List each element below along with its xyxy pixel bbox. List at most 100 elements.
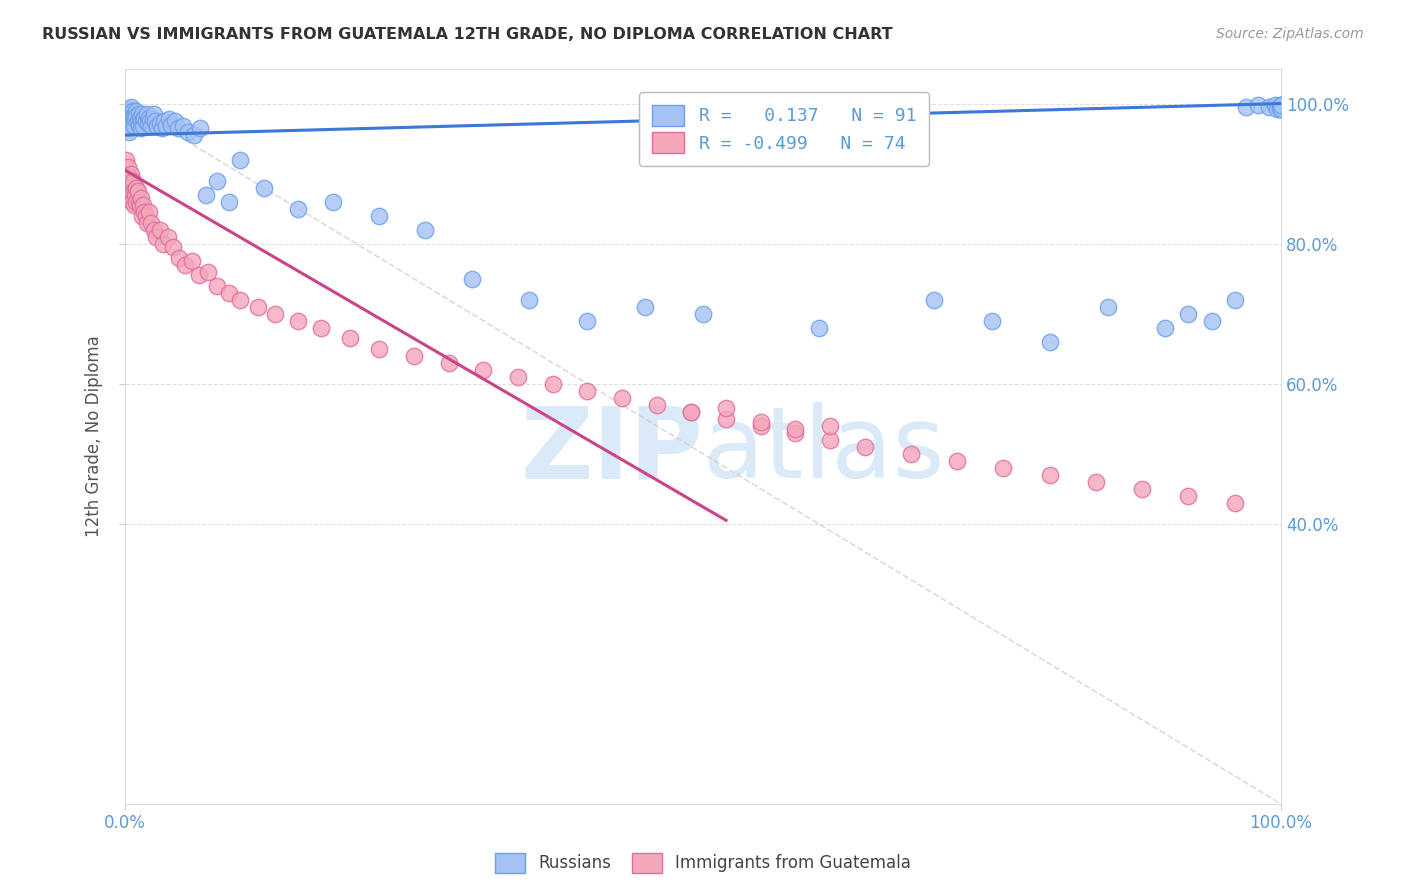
Point: [818, 418, 841, 433]
Point: [174, 258, 197, 272]
Point: [142, 112, 165, 126]
Point: [117, 103, 139, 118]
Point: [180, 254, 202, 268]
Point: [138, 205, 160, 219]
Point: [142, 222, 165, 236]
Point: [156, 229, 179, 244]
Point: [121, 111, 143, 125]
Point: [1247, 98, 1270, 112]
Point: [1270, 100, 1292, 114]
Point: [1270, 98, 1292, 112]
Legend: Russians, Immigrants from Guatemala: Russians, Immigrants from Guatemala: [489, 847, 917, 880]
Point: [946, 454, 969, 468]
Point: [264, 307, 287, 321]
Point: [117, 180, 139, 194]
Point: [117, 121, 139, 136]
Point: [1234, 100, 1257, 114]
Point: [519, 293, 541, 307]
Point: [132, 112, 155, 126]
Point: [197, 265, 219, 279]
Point: [135, 107, 157, 121]
Point: [415, 222, 437, 236]
Point: [122, 103, 145, 118]
Y-axis label: 12th Grade, No Diploma: 12th Grade, No Diploma: [86, 335, 103, 537]
Point: [1097, 300, 1119, 314]
Point: [229, 153, 252, 167]
Point: [368, 342, 391, 356]
Point: [141, 216, 163, 230]
Point: [115, 111, 138, 125]
Point: [188, 121, 211, 136]
Point: [115, 107, 138, 121]
Point: [980, 314, 1002, 328]
Point: [194, 187, 217, 202]
Point: [1177, 489, 1199, 503]
Point: [1223, 496, 1246, 510]
Point: [129, 114, 152, 128]
Point: [167, 251, 190, 265]
Point: [128, 194, 150, 209]
Point: [120, 184, 142, 198]
Point: [162, 240, 184, 254]
Point: [993, 460, 1015, 475]
Point: [322, 194, 344, 209]
Point: [145, 229, 167, 244]
Point: [122, 173, 145, 187]
Point: [541, 376, 564, 391]
Point: [142, 107, 165, 121]
Point: [311, 320, 333, 334]
Point: [118, 187, 141, 202]
Text: Source: ZipAtlas.com: Source: ZipAtlas.com: [1216, 27, 1364, 41]
Point: [128, 111, 150, 125]
Point: [129, 191, 152, 205]
Point: [807, 320, 830, 334]
Point: [252, 180, 274, 194]
Point: [1258, 100, 1281, 114]
Point: [714, 401, 737, 416]
Point: [1268, 100, 1291, 114]
Point: [1085, 475, 1108, 489]
Point: [187, 268, 209, 282]
Point: [117, 160, 139, 174]
Point: [121, 194, 143, 209]
Point: [122, 119, 145, 133]
Point: [120, 100, 142, 114]
Point: [1039, 334, 1062, 349]
Point: [818, 433, 841, 447]
Point: [124, 112, 146, 126]
Point: [125, 194, 148, 209]
Point: [120, 105, 142, 120]
Point: [1270, 102, 1292, 116]
Point: [125, 180, 148, 194]
Point: [135, 216, 157, 230]
Point: [287, 314, 309, 328]
Point: [692, 307, 714, 321]
Point: [218, 194, 240, 209]
Point: [749, 415, 772, 429]
Point: [118, 124, 141, 138]
Text: ZIP: ZIP: [520, 402, 703, 500]
Point: [128, 118, 150, 132]
Point: [131, 209, 153, 223]
Point: [122, 184, 145, 198]
Point: [118, 112, 141, 126]
Point: [1270, 102, 1292, 116]
Point: [134, 205, 156, 219]
Point: [127, 184, 149, 198]
Point: [287, 202, 309, 216]
Point: [1130, 482, 1153, 496]
Point: [246, 300, 269, 314]
Point: [148, 116, 170, 130]
Point: [681, 405, 703, 419]
Point: [472, 362, 495, 376]
Text: atlas: atlas: [703, 402, 945, 500]
Point: [1154, 320, 1177, 334]
Point: [163, 114, 186, 128]
Point: [160, 118, 183, 132]
Point: [922, 293, 945, 307]
Point: [714, 411, 737, 425]
Point: [124, 107, 146, 121]
Point: [1177, 307, 1199, 321]
Point: [152, 236, 174, 251]
Point: [146, 119, 169, 133]
